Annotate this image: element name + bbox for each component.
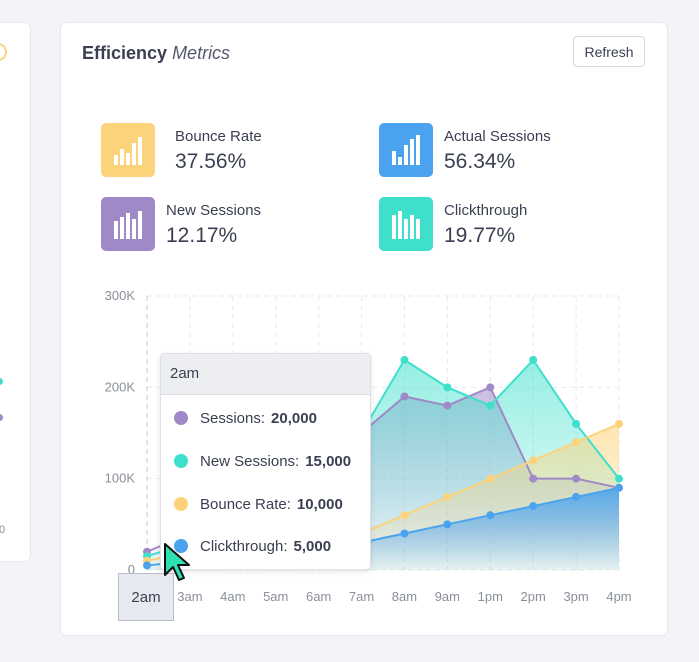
tooltip-row-new-sessions: New Sessions: 15,000: [174, 453, 351, 470]
data-point[interactable]: [486, 474, 495, 483]
data-point[interactable]: [400, 355, 409, 364]
tooltip-row-sessions: Sessions: 20,000: [174, 410, 317, 427]
data-point[interactable]: [400, 529, 409, 538]
x-tick-label: 9am: [435, 589, 460, 604]
left-card-tick: 0: [0, 524, 6, 536]
y-tick-label: 300K: [105, 288, 136, 303]
data-point[interactable]: [529, 502, 538, 511]
x-tick-label: 3am: [177, 589, 202, 604]
data-point[interactable]: [529, 456, 538, 465]
tooltip-label: Clickthrough:: [200, 538, 288, 555]
data-point[interactable]: [486, 401, 495, 410]
tooltip-value: 15,000: [305, 453, 352, 470]
x-tick-label: 4am: [220, 589, 245, 604]
metric-label: Clickthrough: [444, 202, 528, 219]
x-tick-label: 6am: [306, 589, 331, 604]
left-card-dot-purple: [0, 414, 3, 421]
data-point[interactable]: [400, 511, 409, 520]
data-point[interactable]: [400, 392, 409, 401]
metric-value: 56.34%: [444, 150, 516, 173]
x-tick-label: 4pm: [606, 589, 631, 604]
bar-chart-icon: [101, 197, 155, 251]
chart-tooltip: 2am Sessions: 20,000 New Sessions: 15,000 …: [160, 353, 371, 570]
x-tick-label: 5am: [263, 589, 288, 604]
x-tick-label: 8am: [392, 589, 417, 604]
series-area: [147, 487, 619, 570]
metric-label: Actual Sessions: [444, 128, 551, 145]
data-point[interactable]: [443, 492, 452, 501]
x-tick-label: 3pm: [563, 589, 588, 604]
refresh-button[interactable]: Refresh: [573, 36, 645, 67]
data-point[interactable]: [615, 474, 623, 483]
legend-dot-icon: [174, 539, 188, 553]
metric-value: 19.77%: [444, 224, 516, 247]
data-point[interactable]: [529, 355, 538, 364]
bar-chart-icon: [379, 123, 433, 177]
data-point[interactable]: [615, 419, 623, 428]
card-title-italic: Metrics: [172, 43, 231, 63]
metric-label: New Sessions: [166, 202, 262, 219]
tooltip-row-clickthrough: Clickthrough: 5,000: [174, 538, 331, 555]
x-axis-hover-label: 2am: [118, 573, 174, 621]
data-point[interactable]: [615, 483, 623, 492]
card-title: Efficiency Metrics: [82, 43, 230, 64]
tooltip-label: New Sessions:: [200, 453, 300, 470]
bar-chart-icon: [379, 197, 433, 251]
tooltip-value: 5,000: [293, 538, 332, 555]
y-tick-label: 100K: [105, 471, 136, 486]
left-card: 0: [0, 22, 31, 562]
x-tick-label: 7am: [349, 589, 374, 604]
tooltip-value: 20,000: [271, 410, 317, 427]
tooltip-label: Bounce Rate:: [200, 496, 291, 513]
legend-dot-icon: [174, 454, 188, 468]
data-point[interactable]: [529, 474, 538, 483]
metric-value: 37.56%: [175, 150, 247, 173]
data-point[interactable]: [443, 383, 452, 392]
bar-chart-icon: [101, 123, 155, 177]
tooltip-row-bounce-rate: Bounce Rate: 10,000: [174, 496, 343, 513]
y-tick-label: 0: [128, 562, 135, 577]
data-point[interactable]: [572, 474, 581, 483]
y-tick-label: 200K: [105, 379, 136, 394]
data-point[interactable]: [143, 561, 151, 570]
mouse-cursor-icon: [164, 543, 190, 581]
legend-dot-icon: [174, 497, 188, 511]
data-point[interactable]: [572, 492, 581, 501]
metric-label: Bounce Rate: [175, 128, 262, 145]
tooltip-title: 2am: [161, 354, 370, 395]
card-title-bold: Efficiency: [82, 43, 168, 63]
x-tick-label: 2pm: [521, 589, 546, 604]
data-point[interactable]: [486, 383, 495, 392]
tooltip-value: 10,000: [296, 496, 343, 513]
left-card-dot-green: [0, 378, 3, 385]
data-point[interactable]: [443, 401, 452, 410]
data-point[interactable]: [443, 520, 452, 529]
data-point[interactable]: [572, 419, 581, 428]
data-point[interactable]: [572, 438, 581, 447]
legend-dot-icon: [174, 411, 188, 425]
x-tick-label: 1pm: [478, 589, 503, 604]
tooltip-label: Sessions:: [200, 410, 266, 427]
metric-value: 12.17%: [166, 224, 238, 247]
data-point[interactable]: [486, 511, 495, 520]
